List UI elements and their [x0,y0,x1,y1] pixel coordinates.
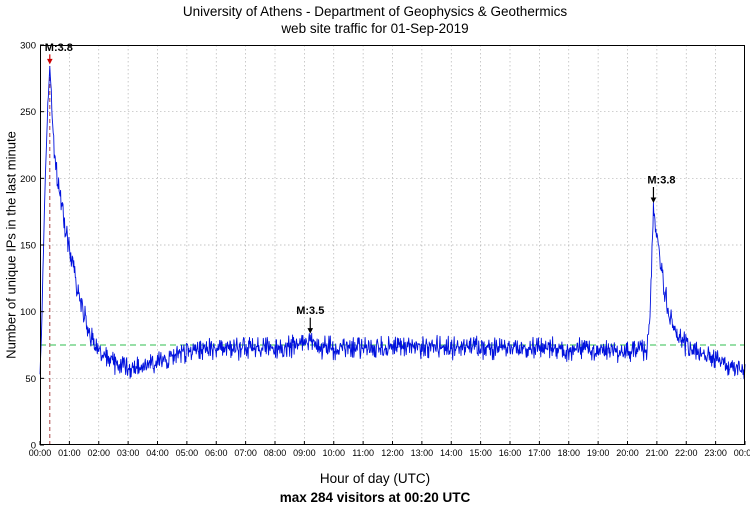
x-tick-label: 15:00 [469,448,492,458]
x-tick-label: 23:00 [704,448,727,458]
chart-title: University of Athens - Department of Geo… [182,4,568,19]
y-tick-label: 250 [20,107,36,118]
x-tick-label: 04:00 [146,448,169,458]
x-tick-label: 21:00 [646,448,669,458]
x-tick-label: 07:00 [234,448,257,458]
y-tick-label: 200 [20,174,36,185]
y-tick-label: 300 [20,41,36,52]
annotation-label: M:3.5 [296,305,324,317]
x-tick-label: 09:00 [293,448,316,458]
x-tick-label: 20:00 [616,448,639,458]
x-tick-label: 22:00 [675,448,698,458]
annotation-arrowhead [650,197,657,203]
x-tick-label: 13:00 [411,448,434,458]
x-tick-label: 01:00 [58,448,81,458]
x-tick-label: 14:00 [440,448,463,458]
y-tick-label: 100 [20,307,36,318]
plot-area: 00:00 01:00 02:00 03:00 04:00 05:00 06:00 07:00… [20,41,750,459]
x-axis-label: Hour of day (UTC) [319,471,431,486]
x-tick-label: 06:00 [205,448,228,458]
x-tick-label: 19:00 [587,448,610,458]
annotation-arrowhead [46,58,53,65]
annotation-label: M:3.8 [45,42,73,54]
x-tick-label: 08:00 [264,448,287,458]
max-visitors-note: max 284 visitors at 00:20 UTC [279,490,471,505]
y-tick-label: 0 [31,441,36,452]
x-tick-label: 17:00 [528,448,551,458]
x-tick-label: 05:00 [176,448,199,458]
traffic-line-series [39,65,746,380]
y-tick-label: 50 [25,374,36,385]
x-tick-label: 11:00 [352,448,374,458]
x-tick-label: 00:00 [29,448,52,458]
x-tick-label: 12:00 [381,448,404,458]
y-tick-label: 150 [20,241,36,252]
chart-subtitle: web site traffic for 01-Sep-2019 [281,21,469,36]
annotation-label: M:3.8 [647,175,675,187]
x-tick-label: 16:00 [499,448,522,458]
x-tick-label: 00:00 [734,448,750,458]
annotation-arrowhead [307,328,314,334]
x-tick-label: 10:00 [322,448,345,458]
x-tick-label: 03:00 [117,448,140,458]
x-tick-label: 18:00 [557,448,580,458]
x-tick-label: 02:00 [87,448,110,458]
